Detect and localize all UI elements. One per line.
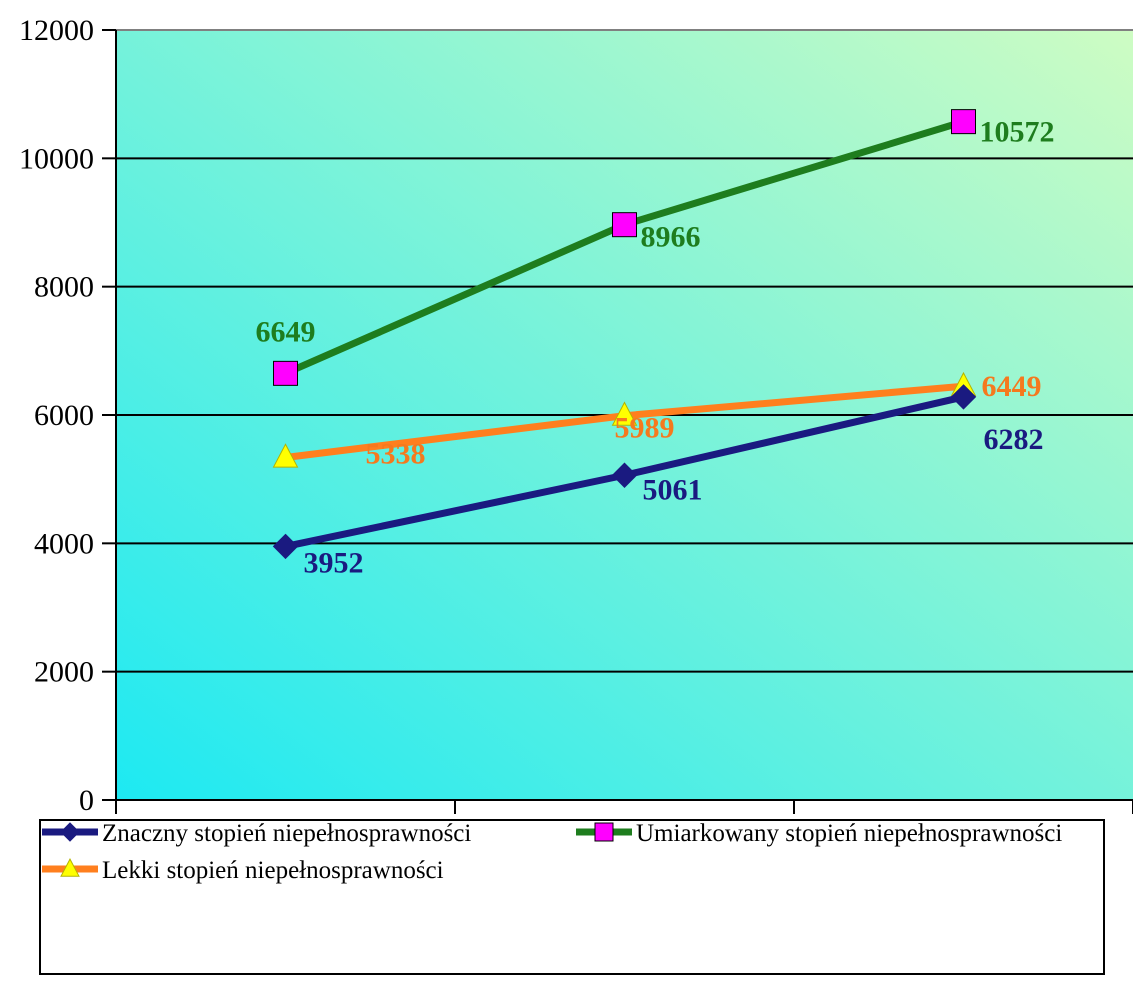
legend-swatch-marker [594,822,614,842]
data-point-marker [272,533,299,560]
legend-label: Umiarkowany stopień niepełnosprawności [636,820,1062,847]
data-point-marker [272,443,299,468]
series-1 [273,109,976,386]
data-point-marker [951,109,976,135]
series-layer [272,109,977,560]
legend-label: Lekki stopień niepełnosprawności [102,857,444,884]
y-tick-label: 0 [79,784,94,817]
data-point-marker [273,360,298,386]
data-label: 10572 [980,116,1055,149]
legend-label: Znaczny stopień niepełnosprawności [102,820,471,847]
data-label: 5061 [643,473,703,506]
legend-item: Umiarkowany stopień niepełnosprawności [576,820,1062,847]
legend-swatch-marker [60,822,80,842]
data-label: 5989 [615,412,675,445]
data-label: 5338 [366,437,426,470]
data-label: 6649 [256,315,316,348]
y-tick-label: 4000 [34,527,94,560]
series-0 [272,384,977,560]
y-tick-label: 10000 [19,142,94,175]
legend-item: Lekki stopień niepełnosprawności [42,857,444,884]
y-tick-label: 6000 [34,399,94,432]
data-point-marker [611,401,638,426]
data-point-marker [950,384,977,410]
data-label: 8966 [641,221,701,254]
legend: Znaczny stopień niepełnosprawności Umiark… [39,819,1105,975]
data-point-marker [611,462,638,488]
y-tick-label: 8000 [34,271,94,304]
y-tick-label: 12000 [19,14,94,47]
data-point-marker [612,212,637,238]
legend-swatch-marker [60,858,80,877]
legend-item: Znaczny stopień niepełnosprawności [42,820,471,847]
data-labels: 6649 8966 10572 5338 5989 6449 3952 5061 6282 [256,116,1055,580]
y-tick-label: 2000 [34,656,94,689]
data-label: 6449 [982,370,1042,403]
legend-box [39,819,1105,975]
data-label: 6282 [984,423,1044,456]
data-label: 3952 [304,546,364,579]
